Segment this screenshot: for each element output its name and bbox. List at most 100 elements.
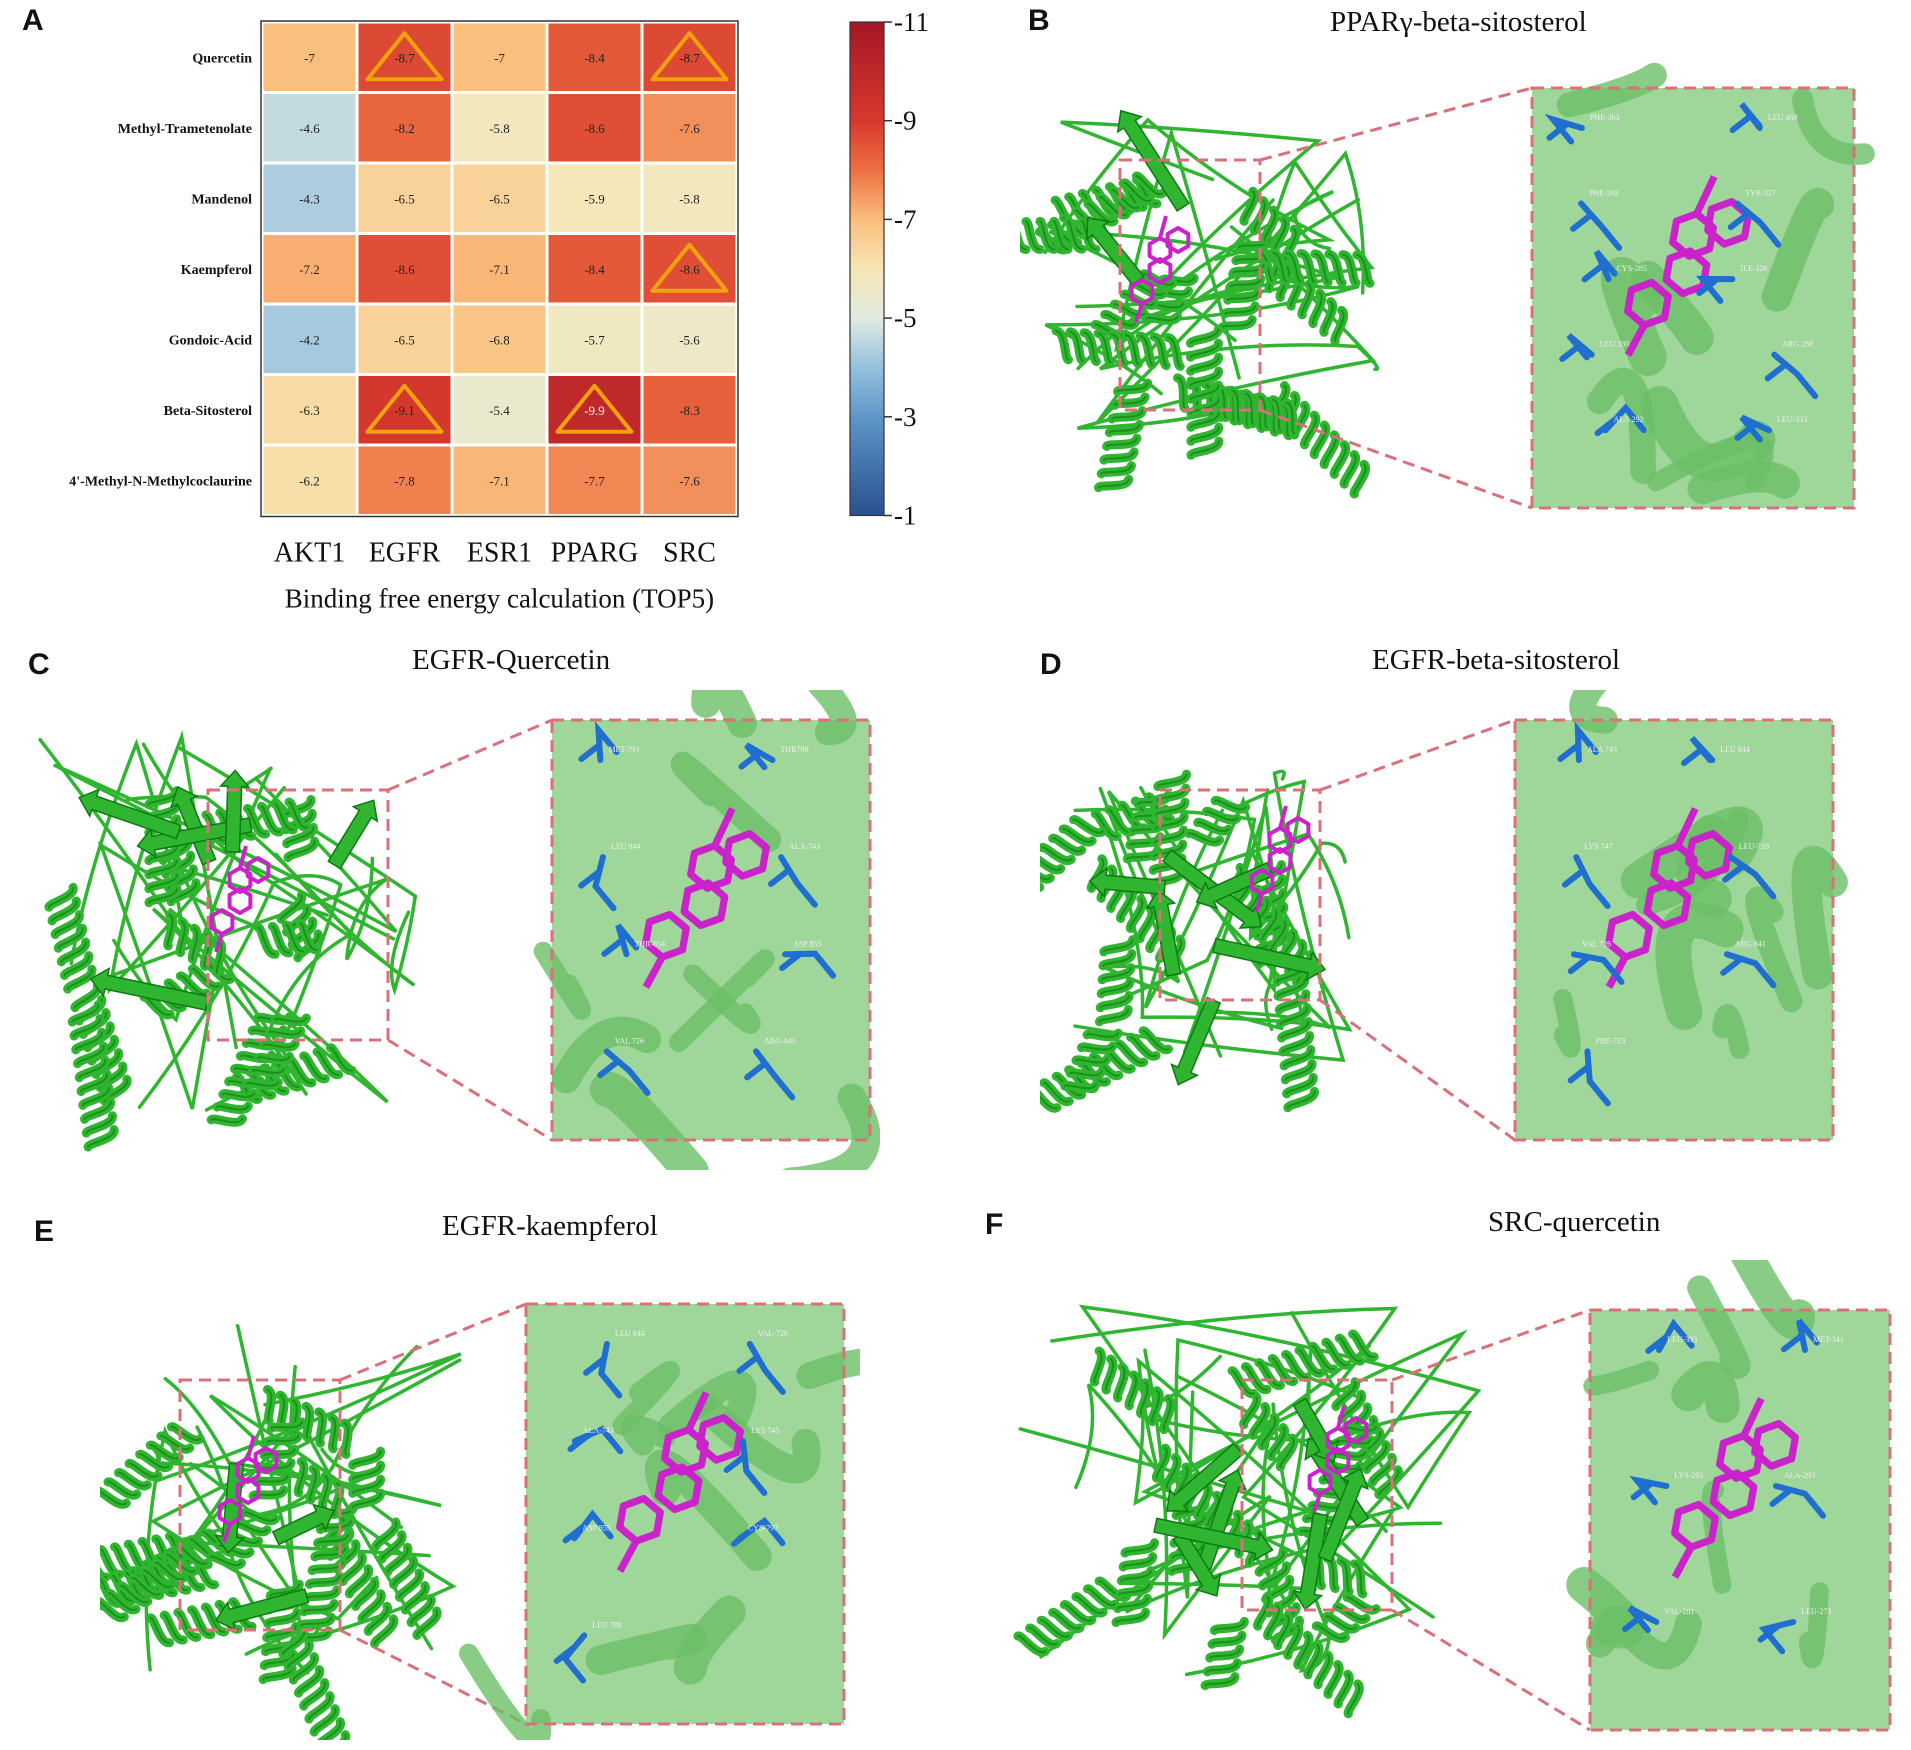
heatmap-cell [358, 305, 451, 373]
beta-strand [1317, 1467, 1370, 1563]
beta-strand [1212, 937, 1327, 982]
helix [348, 1446, 386, 1512]
selection-box [206, 788, 390, 1042]
connector-line [1319, 718, 1516, 792]
heatmap-column-label: SRC [663, 538, 716, 569]
residue-stick: THR790 [738, 742, 808, 771]
coil [1073, 769, 1346, 1063]
connector-line [1391, 1608, 1591, 1732]
heatmap-row-label: Methyl-Trametenolate [118, 122, 252, 137]
residue-stick: MET-793 [578, 720, 639, 763]
zoom-ribbon [683, 964, 761, 1034]
zoom-ribbon [808, 690, 857, 746]
zoom-frame [524, 1302, 846, 1726]
heatmap-row-label: Beta-Sitosterol [164, 404, 252, 419]
colorbar-tick-label: -7 [894, 204, 917, 234]
zoom-ribbon [1553, 988, 1581, 1058]
zoom-ribbon [1655, 902, 1744, 1030]
heatmap-cell [548, 305, 641, 373]
docking-figure-f: LEU-393 MET-341 LYS-295 ALA-293 VAL-281 LEU-2… [1013, 1260, 1892, 1732]
helix [1013, 1576, 1131, 1657]
panel-title-e: EGFR-kaempferol [442, 1210, 658, 1242]
residue-stick: ALA-743 [768, 842, 820, 908]
residue-stick: LEU 844 [1681, 735, 1750, 767]
residue-label: ARG-841 [764, 1036, 796, 1045]
heatmap-value: -6.3 [299, 403, 320, 418]
heatmap-chart: -7 -8.7 -7 -8.4 -8.7 Quercetin -4.6 -8.2 -5.8 -8.… [69, 7, 929, 614]
coil [1078, 1304, 1482, 1616]
residue-label: PHE-363 [1590, 113, 1620, 122]
coil [38, 737, 186, 966]
panel-title-f: SRC-quercetin [1488, 1206, 1661, 1238]
heatmap-cell [453, 376, 546, 444]
heatmap-cell [548, 446, 641, 514]
highlight-triangle [365, 31, 444, 82]
zoom-inset: LEU-393 MET-341 LYS-295 ALA-293 VAL-281 LEU-2… [1566, 1260, 1892, 1732]
beta-strand [327, 799, 379, 870]
heatmap-column-label: ESR1 [467, 538, 532, 569]
heatmap-value: -7 [304, 50, 315, 65]
heatmap-cell [643, 164, 736, 232]
zoom-ribbon [670, 752, 782, 853]
residue-stick: ALA 292 [1594, 403, 1647, 437]
docking-figure-e: LEU 844 VAL-726 ALA-743 LYS 745 ASP 855 CYS-7… [100, 1302, 860, 1740]
zoom-ribbon [1761, 187, 1835, 312]
beta-strand [169, 785, 217, 866]
residue-label: PHE-723 [1595, 1036, 1625, 1045]
colorbar-tick-label: -11 [894, 7, 929, 37]
residue-label: ALA-743 [789, 842, 820, 851]
residue-label: LEU-393 [1667, 1335, 1697, 1344]
residue-label: ARG 841 [1735, 939, 1766, 948]
helix [1272, 961, 1319, 1113]
connector-line [1259, 408, 1533, 510]
heatmap-value: -6.5 [394, 332, 415, 347]
heatmap-value: -6.8 [489, 332, 510, 347]
heatmap-cell [453, 235, 546, 303]
residue-label: LEU 330 [1600, 340, 1630, 349]
residue-stick: LEU-333 [1734, 414, 1807, 443]
helix [163, 910, 227, 978]
heatmap-value: -7.2 [299, 262, 320, 277]
zoom-ribbon [551, 1016, 662, 1094]
beta-strand [1166, 1442, 1244, 1512]
zoom-ribbon [612, 1360, 681, 1436]
heatmap-value: -5.8 [489, 121, 510, 136]
residue-label: LYS-295 [1674, 1471, 1703, 1480]
residue-stick: ARG 841 [1720, 939, 1777, 989]
helix [1239, 1391, 1299, 1472]
connector-line [339, 1302, 527, 1382]
residue-stick: VAL 726 [1567, 939, 1625, 985]
zoom-ribbon [1671, 1361, 1740, 1424]
helix [242, 1013, 311, 1091]
panel-label-c: C [28, 648, 50, 681]
beta-strand [89, 966, 210, 1011]
beta-strand [1116, 109, 1190, 212]
zoom-frame [1530, 86, 1856, 510]
residue-label: LEU 844 [1720, 745, 1750, 754]
colorbar-tick-label: -9 [894, 106, 917, 136]
residue-stick: VAL-281 [1622, 1605, 1694, 1634]
heatmap-cell [548, 164, 641, 232]
zoom-ribbon [658, 1370, 757, 1439]
highlight-triangle [650, 31, 729, 82]
residue-stick: ILE-326 [1696, 264, 1768, 304]
residue-stick: VAL-726 [736, 1329, 788, 1395]
highlight-triangle [555, 383, 634, 434]
panel-label-a: A [22, 4, 44, 37]
residue-label: ARG 288 [1782, 340, 1813, 349]
connector-line [1259, 86, 1533, 162]
zoom-frame [1513, 718, 1835, 1142]
residue-label: CYS-285 [1617, 264, 1647, 273]
heatmap-value: -5.9 [584, 191, 605, 206]
panel-label-e: E [34, 1215, 55, 1248]
coil [1050, 1306, 1435, 1619]
beta-strand [78, 788, 182, 840]
helix [1111, 1538, 1160, 1627]
residue-stick: LEU-718 [1722, 842, 1777, 900]
residue-label: MET-341 [1813, 1335, 1844, 1344]
heatmap-value: -7.6 [679, 121, 700, 136]
heatmap-cell [453, 446, 546, 514]
coil [1289, 1311, 1473, 1511]
coil [1060, 120, 1323, 289]
zoom-ribbon [1646, 432, 1774, 492]
